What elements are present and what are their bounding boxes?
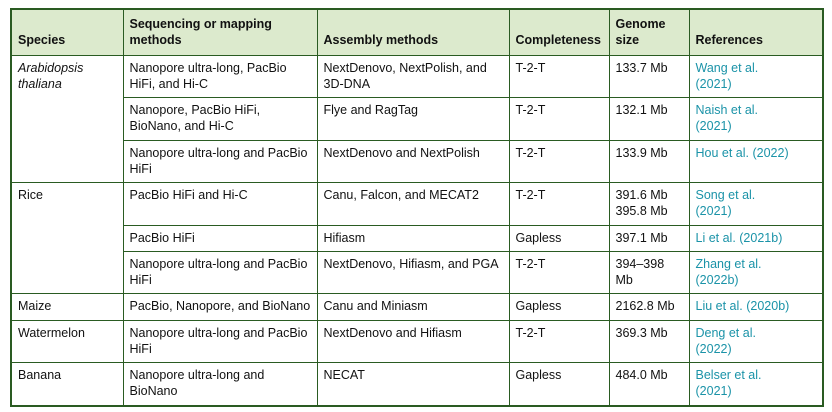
species-cell: Maize: [10, 293, 124, 321]
seq-methods-cell: PacBio HiFi and Hi-C: [122, 182, 318, 226]
table-row: Arabidopsis thaliana Nanopore ultra-long…: [10, 54, 824, 183]
reference-link[interactable]: Zhang et al. (2022b): [695, 256, 762, 287]
reference-link[interactable]: Hou et al. (2022): [695, 145, 789, 160]
table-row: Nanopore ultra-long and PacBio HiFi Next…: [11, 250, 824, 295]
genome-size-cell: 369.3 Mb: [608, 319, 690, 363]
table-row: PacBio HiFi Hifiasm Gapless 397.1 Mb Li …: [11, 224, 824, 252]
seq-methods-cell: PacBio HiFi: [122, 224, 318, 252]
genome-size-cell: 391.6 Mb 395.8 Mb: [608, 182, 690, 226]
seq-methods-cell: Nanopore ultra-long and PacBio HiFi: [122, 250, 318, 295]
assembly-cell: Canu, Falcon, and MECAT2: [316, 182, 510, 226]
references-cell: Hou et al. (2022): [688, 139, 824, 183]
references-cell: Deng et al. (2022): [688, 319, 824, 363]
table-row: Nanopore ultra-long and PacBio HiFi Next…: [11, 139, 824, 183]
col-header-sequencing-methods: Sequencing or mapping methods: [122, 8, 318, 56]
references-cell: Wang et al. (2021): [688, 54, 824, 98]
assembly-cell: Flye and RagTag: [316, 97, 510, 141]
completeness-cell: T-2-T: [508, 182, 610, 226]
genome-size-cell: 133.7 Mb: [608, 54, 690, 98]
table-row: Banana Nanopore ultra-long and BioNano N…: [10, 362, 824, 406]
seq-methods-cell: Nanopore ultra-long and BioNano: [122, 362, 318, 406]
table-row: Maize PacBio, Nanopore, and BioNano Canu…: [10, 293, 824, 321]
references-cell: Li et al. (2021b): [688, 224, 824, 252]
seq-methods-cell: Nanopore ultra-long, PacBio HiFi, and Hi…: [122, 54, 318, 98]
genome-size-cell: 2162.8 Mb: [608, 293, 690, 321]
reference-link[interactable]: Deng et al. (2022): [695, 325, 756, 356]
seq-methods-cell: PacBio, Nanopore, and BioNano: [122, 293, 318, 321]
completeness-cell: T-2-T: [508, 97, 610, 141]
completeness-cell: T-2-T: [508, 54, 610, 98]
references-cell: Liu et al. (2020b): [688, 293, 824, 321]
table-row: Nanopore, PacBio HiFi, BioNano, and Hi-C…: [11, 97, 824, 141]
col-header-completeness: Completeness: [508, 8, 610, 56]
completeness-cell: Gapless: [508, 362, 610, 406]
assembly-cell: Hifiasm: [316, 224, 510, 252]
seq-methods-cell: Nanopore ultra-long and PacBio HiFi: [122, 139, 318, 183]
col-header-assembly-methods: Assembly methods: [316, 8, 510, 56]
species-cell: Banana: [10, 362, 124, 406]
completeness-cell: T-2-T: [508, 250, 610, 295]
col-header-species: Species: [10, 8, 124, 56]
genome-size-cell: 394–398 Mb: [608, 250, 690, 295]
assembly-cell: NextDenovo, Hifiasm, and PGA: [316, 250, 510, 295]
references-cell: Zhang et al. (2022b): [688, 250, 824, 295]
reference-link[interactable]: Li et al. (2021b): [695, 230, 783, 245]
reference-link[interactable]: Wang et al. (2021): [695, 60, 759, 91]
species-cell: Watermelon: [10, 319, 124, 363]
seq-methods-cell: Nanopore ultra-long and PacBio HiFi: [122, 319, 318, 363]
genomes-table: Species Sequencing or mapping methods As…: [10, 8, 824, 407]
genome-size-cell: 133.9 Mb: [608, 139, 690, 183]
assembly-cell: NextDenovo and Hifiasm: [316, 319, 510, 363]
assembly-cell: Canu and Miniasm: [316, 293, 510, 321]
assembly-cell: NextDenovo and NextPolish: [316, 139, 510, 183]
reference-link[interactable]: Liu et al. (2020b): [695, 299, 790, 314]
completeness-cell: Gapless: [508, 224, 610, 252]
references-cell: Song et al. (2021): [688, 182, 824, 226]
table-row: Rice PacBio HiFi and Hi-C Canu, Falcon, …: [10, 181, 824, 295]
col-header-genome-size: Genome size: [608, 8, 690, 56]
header-row: Species Sequencing or mapping methods As…: [10, 8, 824, 56]
assembly-cell: NextDenovo, NextPolish, and 3D-DNA: [316, 54, 510, 98]
reference-link[interactable]: Naish et al. (2021): [695, 103, 759, 134]
completeness-cell: Gapless: [508, 293, 610, 321]
references-cell: Belser et al. (2021): [688, 362, 824, 406]
col-header-references: References: [688, 8, 824, 56]
genome-size-cell: 132.1 Mb: [608, 97, 690, 141]
table-row: Watermelon Nanopore ultra-long and PacBi…: [10, 319, 824, 363]
completeness-cell: T-2-T: [508, 139, 610, 183]
genome-size-cell: 484.0 Mb: [608, 362, 690, 406]
references-cell: Naish et al. (2021): [688, 97, 824, 141]
assembly-cell: NECAT: [316, 362, 510, 406]
completeness-cell: T-2-T: [508, 319, 610, 363]
reference-link[interactable]: Belser et al. (2021): [695, 368, 762, 399]
reference-link[interactable]: Song et al. (2021): [695, 188, 756, 219]
species-cell: Arabidopsis thaliana: [10, 54, 124, 183]
seq-methods-cell: Nanopore, PacBio HiFi, BioNano, and Hi-C: [122, 97, 318, 141]
genome-size-cell: 397.1 Mb: [608, 224, 690, 252]
species-cell: Rice: [10, 181, 124, 295]
